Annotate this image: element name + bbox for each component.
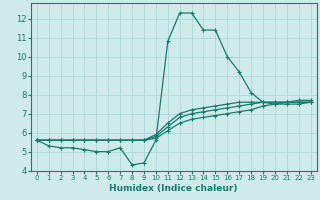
X-axis label: Humidex (Indice chaleur): Humidex (Indice chaleur) [109, 184, 238, 193]
